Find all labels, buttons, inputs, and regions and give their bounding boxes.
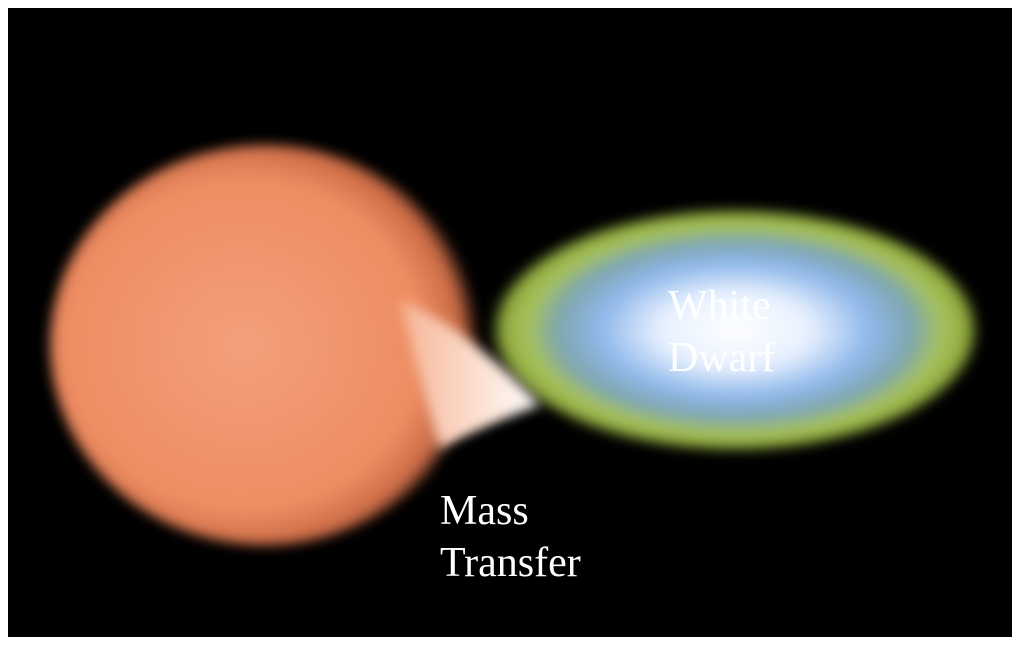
illustration: White Dwarf Mass Transfer (0, 0, 1020, 647)
label: Dwarf (668, 335, 775, 381)
label: Transfer (440, 540, 581, 586)
label: White (668, 283, 771, 329)
label: Mass (440, 488, 529, 534)
accretion-disk (490, 208, 980, 452)
